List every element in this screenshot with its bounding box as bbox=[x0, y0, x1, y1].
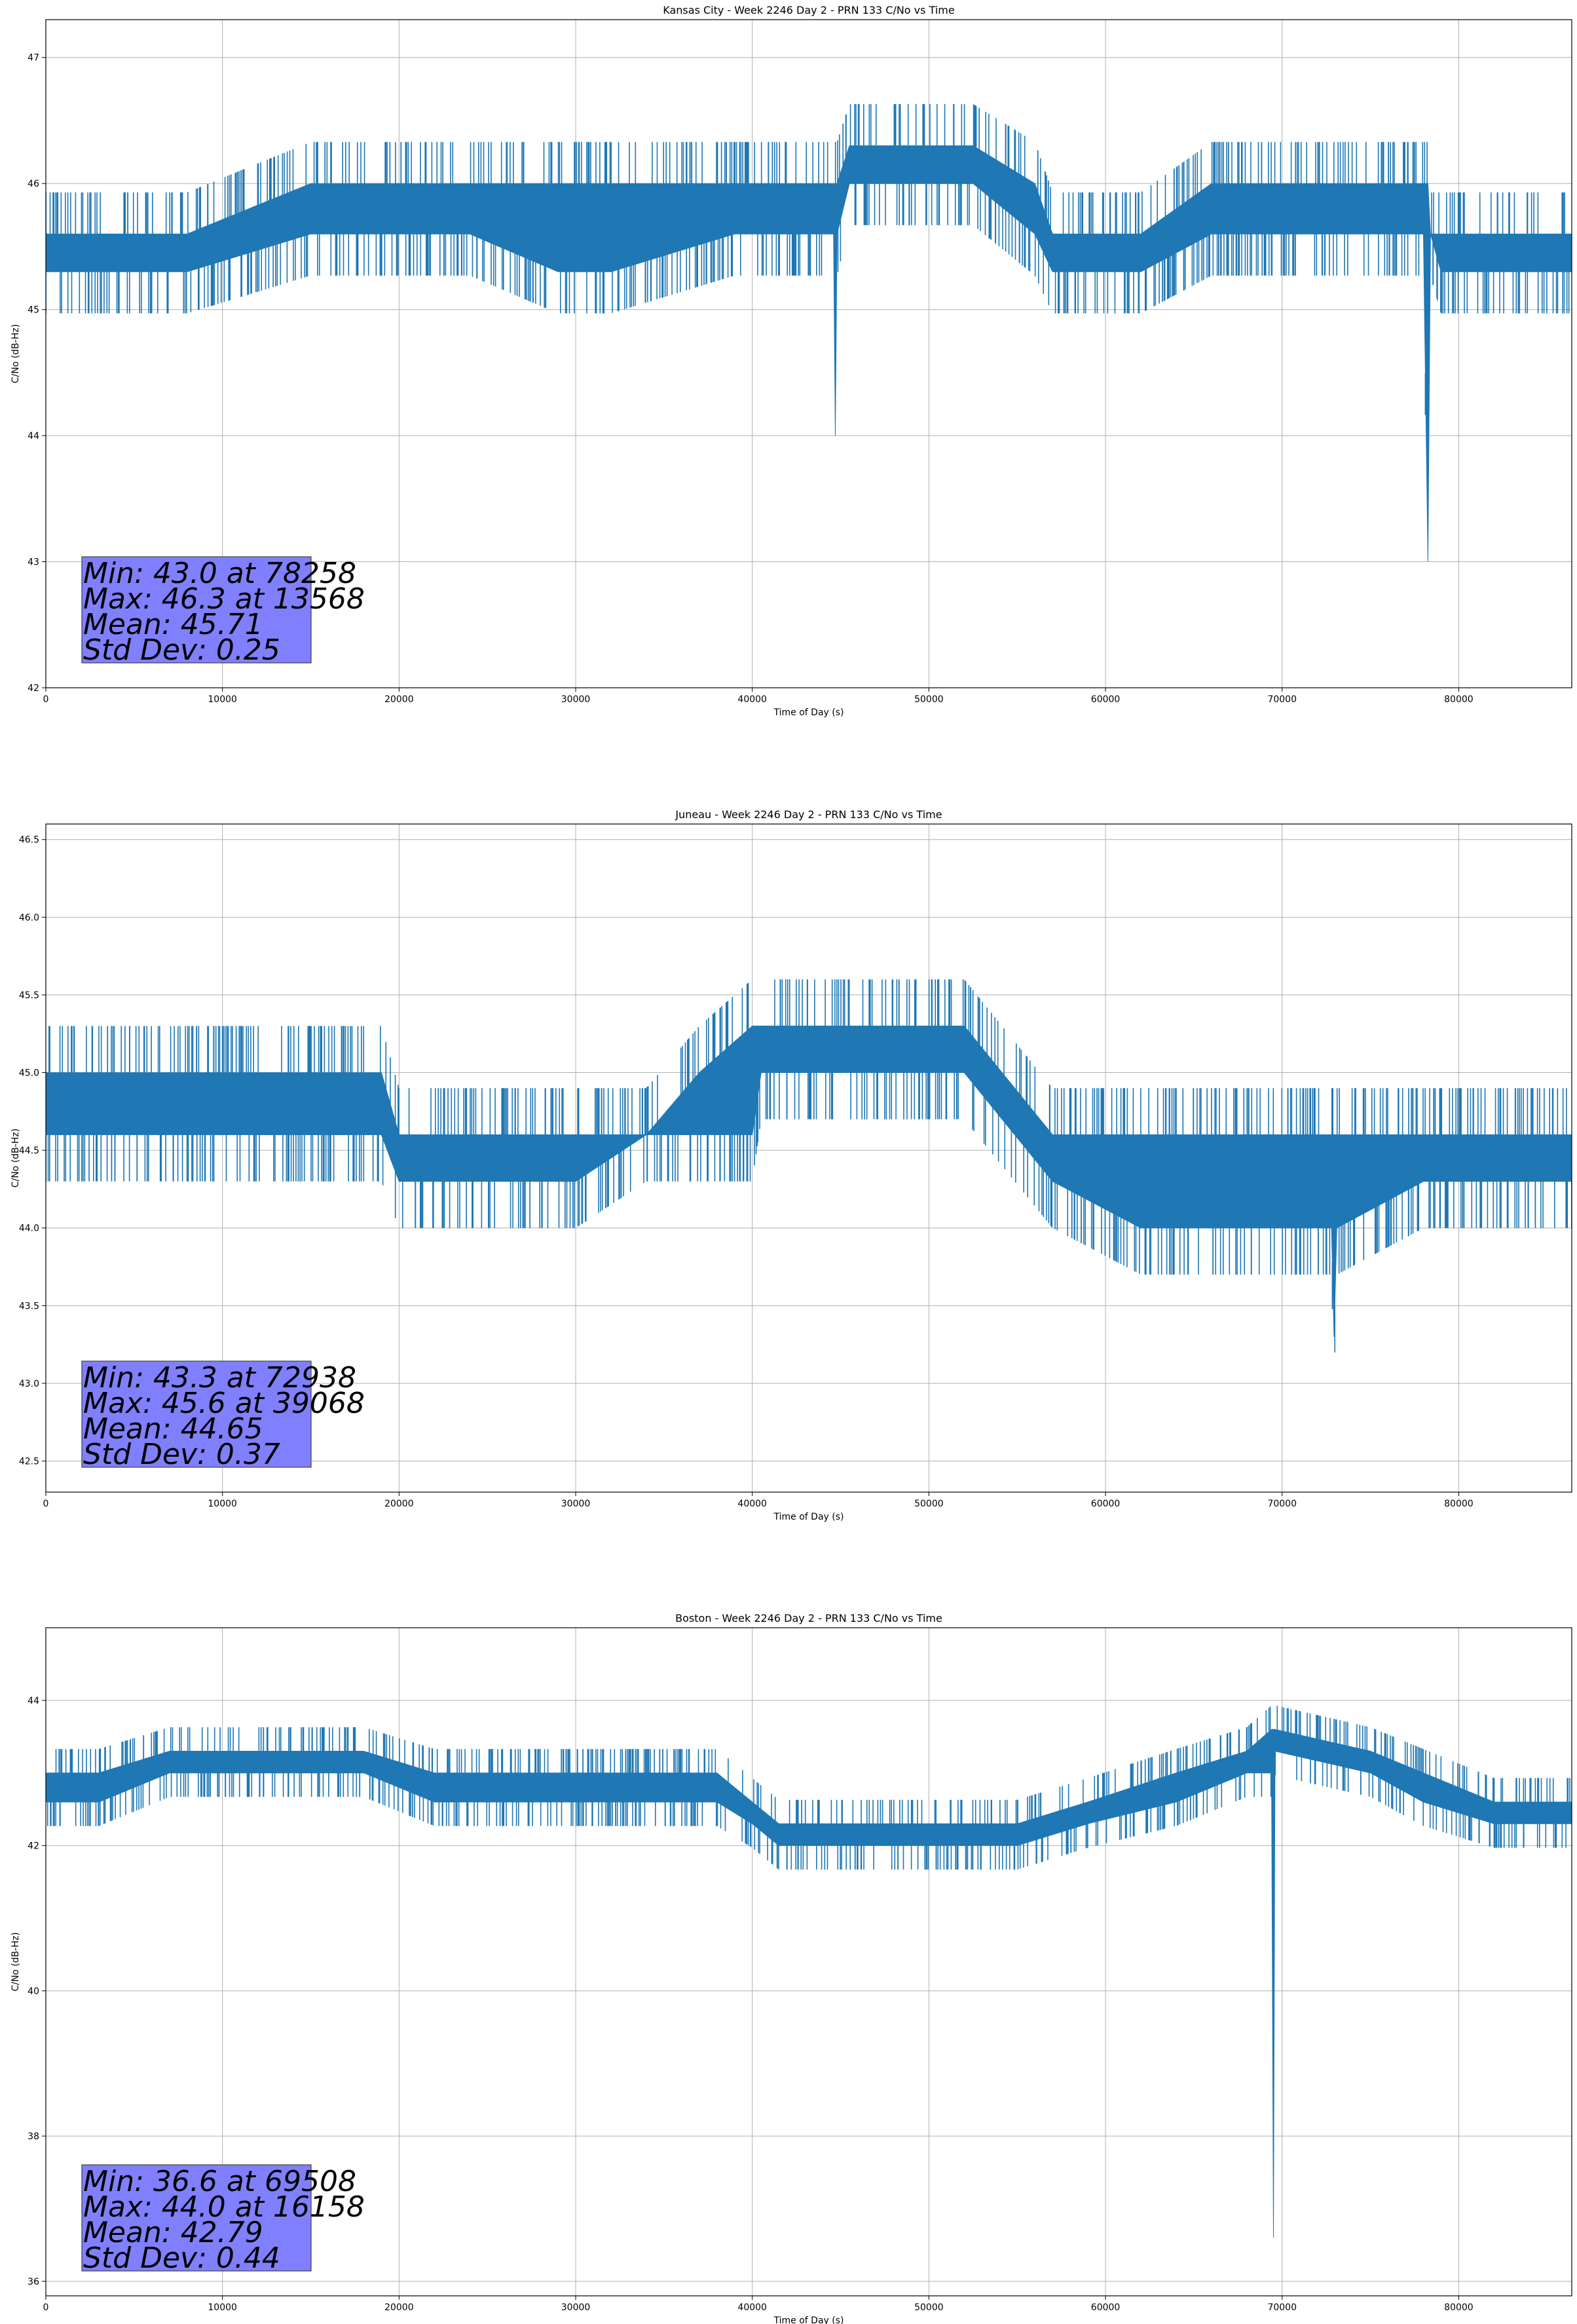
stats-line: Max: 46.3 at 13568 bbox=[83, 582, 365, 616]
stats-line: Min: 36.6 at 69508 bbox=[83, 2165, 356, 2198]
y-tick-label: 44.5 bbox=[19, 1146, 39, 1156]
series-noise bbox=[46, 979, 1572, 1353]
x-tick-label: 0 bbox=[43, 1499, 49, 1509]
y-tick-label: 36 bbox=[28, 2277, 39, 2287]
plot-frame bbox=[45, 1627, 1572, 2296]
x-tick-label: 60000 bbox=[1091, 2302, 1121, 2313]
stats-line: Max: 44.0 at 16158 bbox=[83, 2190, 365, 2224]
chart-title: Boston - Week 2246 Day 2 - PRN 133 C/No … bbox=[675, 1612, 942, 1624]
y-tick-label: 42.5 bbox=[19, 1457, 39, 1467]
x-tick-label: 20000 bbox=[384, 694, 414, 705]
stats-line: Min: 43.0 at 78258 bbox=[83, 557, 356, 590]
stats-line: Std Dev: 0.44 bbox=[83, 2241, 280, 2275]
y-tick-label: 42 bbox=[28, 1841, 39, 1852]
plot-frame bbox=[45, 19, 1572, 688]
x-tick-label: 40000 bbox=[737, 1499, 767, 1509]
y-tick-label: 44 bbox=[28, 1696, 39, 1706]
y-tick-label: 43 bbox=[28, 557, 39, 568]
x-axis-label: Time of Day (s) bbox=[773, 707, 844, 718]
x-tick-label: 60000 bbox=[1091, 1499, 1121, 1509]
y-axis-label: C/No (dB-Hz) bbox=[10, 1932, 21, 1991]
x-tick-label: 80000 bbox=[1444, 1499, 1474, 1509]
x-tick-label: 20000 bbox=[384, 2302, 414, 2313]
series-line bbox=[46, 979, 1572, 1353]
x-tick-label: 80000 bbox=[1444, 694, 1474, 705]
series-band bbox=[46, 1729, 1572, 2238]
stats-box bbox=[81, 556, 312, 664]
x-tick-label: 10000 bbox=[208, 1499, 237, 1509]
y-tick-label: 38 bbox=[28, 2131, 39, 2142]
plot-frame bbox=[45, 823, 1572, 1493]
y-tick-label: 46.0 bbox=[19, 912, 39, 923]
x-tick-label: 0 bbox=[43, 694, 49, 705]
series-line bbox=[46, 103, 1572, 562]
y-tick-label: 47 bbox=[28, 53, 39, 64]
x-axis-label: Time of Day (s) bbox=[773, 2315, 844, 2324]
series-noise bbox=[46, 103, 1570, 415]
stats-line: Mean: 45.71 bbox=[83, 608, 263, 641]
x-tick-label: 60000 bbox=[1091, 694, 1121, 705]
x-tick-label: 10000 bbox=[208, 694, 237, 705]
x-tick-label: 30000 bbox=[561, 694, 591, 705]
y-tick-label: 45.0 bbox=[19, 1068, 39, 1079]
x-tick-label: 30000 bbox=[561, 2302, 591, 2313]
x-tick-label: 40000 bbox=[737, 694, 767, 705]
stats-line: Std Dev: 0.25 bbox=[83, 633, 280, 667]
y-tick-label: 45.5 bbox=[19, 990, 39, 1001]
y-axis-label: C/No (dB-Hz) bbox=[10, 1129, 21, 1188]
x-tick-label: 70000 bbox=[1267, 694, 1297, 705]
chart-panel-3: 0 10000 20000 30000 40000 50000 60000 70000 8000… bbox=[10, 1612, 1572, 2324]
stats-line: Std Dev: 0.37 bbox=[83, 1438, 280, 1471]
x-tick-label: 50000 bbox=[914, 1499, 944, 1509]
stats-line: Mean: 42.79 bbox=[83, 2216, 263, 2249]
x-tick-label: 70000 bbox=[1267, 1499, 1297, 1509]
chart-title: Kansas City - Week 2246 Day 2 - PRN 133 … bbox=[663, 4, 954, 16]
stats-line: Min: 43.3 at 72938 bbox=[83, 1361, 356, 1395]
y-tick-label: 44.0 bbox=[19, 1224, 39, 1234]
chart-title: Juneau - Week 2246 Day 2 - PRN 133 C/No … bbox=[675, 808, 942, 821]
y-tick-label: 43.0 bbox=[19, 1379, 39, 1389]
x-tick-label: 70000 bbox=[1267, 2302, 1297, 2313]
y-tick-label: 45 bbox=[28, 305, 39, 316]
stats-box bbox=[81, 2164, 312, 2272]
chart-panel-1: 0 10000 20000 30000 40000 50000 60000 70000 8000… bbox=[10, 4, 1572, 718]
x-tick-label: 50000 bbox=[914, 694, 944, 705]
y-tick-label: 42 bbox=[28, 683, 39, 694]
y-tick-label: 44 bbox=[28, 431, 39, 441]
y-tick-label: 46 bbox=[28, 179, 39, 189]
x-tick-label: 50000 bbox=[914, 2302, 944, 2313]
x-tick-label: 40000 bbox=[737, 2302, 767, 2313]
y-tick-label: 43.5 bbox=[19, 1301, 39, 1311]
x-tick-label: 20000 bbox=[384, 1499, 414, 1509]
stats-box bbox=[81, 1360, 312, 1468]
x-tick-label: 0 bbox=[43, 2302, 49, 2313]
x-tick-label: 10000 bbox=[208, 2302, 237, 2313]
stats-line: Max: 45.6 at 39068 bbox=[83, 1387, 365, 1420]
series-noise bbox=[46, 1706, 1570, 1870]
x-tick-label: 80000 bbox=[1444, 2302, 1474, 2313]
series-band bbox=[46, 145, 1572, 562]
stats-line: Mean: 44.65 bbox=[83, 1412, 263, 1446]
series-line bbox=[46, 1706, 1572, 2238]
y-tick-label: 40 bbox=[28, 1986, 39, 1996]
chart-panel-2: 0 10000 20000 30000 40000 50000 60000 70000 8000… bbox=[10, 808, 1572, 1522]
x-tick-label: 30000 bbox=[561, 1499, 591, 1509]
y-tick-label: 46.5 bbox=[19, 835, 39, 846]
y-axis-label: C/No (dB-Hz) bbox=[10, 324, 21, 383]
x-axis-label: Time of Day (s) bbox=[773, 1512, 844, 1522]
